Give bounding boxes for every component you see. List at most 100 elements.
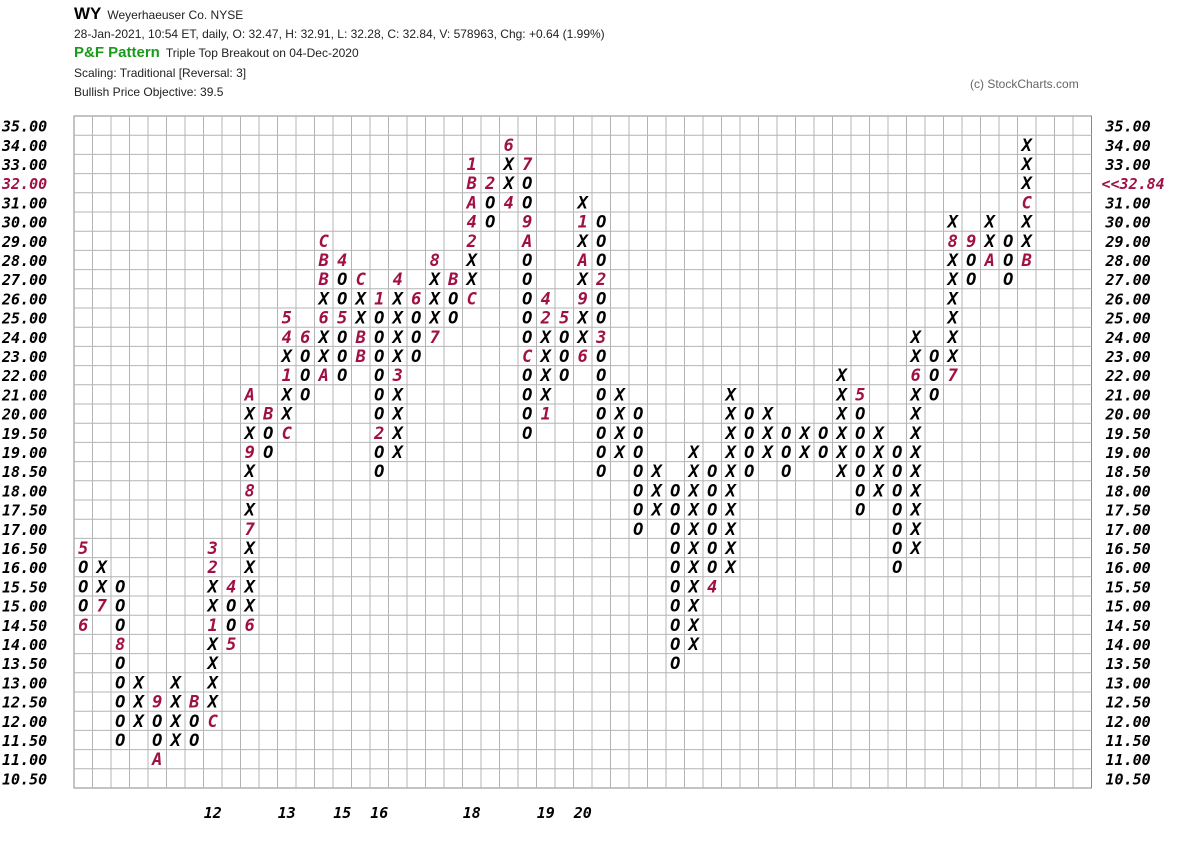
x-year-label: 18 bbox=[463, 804, 481, 822]
pf-mark-o: O bbox=[781, 443, 791, 463]
pf-mark-x: X bbox=[354, 289, 368, 309]
pf-mark-x: X bbox=[872, 424, 886, 444]
pf-month-marker: B bbox=[262, 405, 273, 425]
y-tick-label-right: 35.00 bbox=[1105, 118, 1151, 136]
pf-mark-x: X bbox=[724, 424, 738, 444]
pf-mark-o: O bbox=[670, 558, 680, 578]
pf-mark-o: O bbox=[411, 328, 421, 348]
pf-mark-o: O bbox=[374, 309, 384, 329]
pf-mark-x: X bbox=[724, 501, 738, 521]
pf-mark-x: X bbox=[206, 635, 220, 655]
pf-mark-o: O bbox=[1003, 232, 1013, 252]
pf-month-marker: A bbox=[521, 232, 532, 252]
pf-month-marker: B bbox=[355, 347, 366, 367]
pf-mark-x: X bbox=[576, 328, 590, 348]
x-year-label: 12 bbox=[204, 804, 222, 822]
pf-mark-o: O bbox=[670, 539, 680, 559]
pf-month-marker: 7 bbox=[948, 366, 959, 386]
pf-mark-o: O bbox=[892, 501, 902, 521]
pf-month-marker: 3 bbox=[595, 328, 606, 348]
pattern-text: Triple Top Breakout on 04-Dec-2020 bbox=[165, 46, 359, 60]
pf-mark-x: X bbox=[983, 213, 997, 233]
pf-mark-x: X bbox=[391, 328, 405, 348]
pf-month-marker: 2 bbox=[484, 174, 495, 194]
pf-mark-x: X bbox=[1020, 174, 1034, 194]
y-tick-label-left: 14.50 bbox=[2, 617, 47, 635]
pf-mark-x: X bbox=[872, 481, 886, 501]
pf-mark-o: O bbox=[855, 462, 865, 482]
pf-mark-x: X bbox=[391, 424, 405, 444]
pf-mark-o: O bbox=[411, 347, 421, 367]
y-tick-label-right: 24.00 bbox=[1105, 329, 1151, 347]
y-tick-label-right: 18.50 bbox=[1106, 463, 1151, 481]
pf-month-marker: C bbox=[356, 270, 367, 290]
pf-month-marker: 8 bbox=[245, 481, 255, 501]
pf-mark-x: X bbox=[687, 635, 701, 655]
pf-mark-o: O bbox=[596, 309, 606, 329]
chart-title-line: WY Weyerhaeuser Co. NYSE bbox=[74, 4, 243, 24]
y-tick-label-left: 33.00 bbox=[1, 156, 47, 174]
pf-mark-x: X bbox=[835, 385, 849, 405]
y-tick-label-right: 29.00 bbox=[1105, 233, 1151, 251]
pf-mark-o: O bbox=[522, 385, 532, 405]
x-year-label: 15 bbox=[333, 804, 351, 822]
y-tick-label-right: 12.50 bbox=[1106, 694, 1151, 712]
pf-month-marker: 1 bbox=[374, 289, 384, 309]
pf-mark-x: X bbox=[909, 424, 923, 444]
quote-line: 28-Jan-2021, 10:54 ET, daily, O: 32.47, … bbox=[74, 27, 605, 41]
pf-month-marker: 6 bbox=[578, 347, 588, 367]
y-tick-label-left: 24.00 bbox=[1, 329, 47, 347]
pf-month-marker: 5 bbox=[855, 385, 865, 405]
y-tick-label-right: 16.00 bbox=[1106, 559, 1151, 577]
pf-month-marker: 3 bbox=[392, 366, 403, 386]
pf-mark-o: O bbox=[115, 693, 125, 713]
pf-mark-x: X bbox=[835, 405, 849, 425]
pf-mark-o: O bbox=[115, 616, 125, 636]
y-tick-label-right: 23.00 bbox=[1105, 348, 1151, 366]
y-tick-label-left: 20.00 bbox=[1, 406, 47, 424]
pf-month-marker: 5 bbox=[226, 635, 236, 655]
pf-mark-x: X bbox=[761, 443, 775, 463]
pf-mark-x: X bbox=[539, 328, 553, 348]
pf-mark-o: O bbox=[781, 462, 791, 482]
pf-month-marker: B bbox=[318, 270, 329, 290]
pf-mark-o: O bbox=[707, 558, 717, 578]
pf-mark-x: X bbox=[835, 424, 849, 444]
pf-mark-x: X bbox=[206, 654, 220, 674]
pf-mark-o: O bbox=[263, 443, 273, 463]
y-tick-label-right: 17.00 bbox=[1106, 521, 1151, 539]
pf-month-marker: 4 bbox=[504, 193, 514, 213]
y-tick-label-right: 19.00 bbox=[1106, 444, 1151, 462]
pf-mark-o: O bbox=[559, 347, 569, 367]
pf-mark-o: O bbox=[707, 520, 717, 540]
pf-month-marker: 1 bbox=[541, 405, 551, 425]
pf-mark-o: O bbox=[374, 385, 384, 405]
pf-mark-o: O bbox=[1003, 270, 1013, 290]
pf-mark-x: X bbox=[169, 673, 183, 693]
y-tick-label-right: 20.00 bbox=[1105, 406, 1151, 424]
pf-mark-x: X bbox=[946, 309, 960, 329]
pf-month-marker: 4 bbox=[337, 251, 347, 271]
pf-mark-o: O bbox=[892, 462, 902, 482]
pf-mark-x: X bbox=[835, 443, 849, 463]
pf-mark-x: X bbox=[576, 232, 590, 252]
pf-mark-x: X bbox=[724, 520, 738, 540]
pf-mark-x: X bbox=[539, 347, 553, 367]
pf-mark-o: O bbox=[670, 501, 680, 521]
y-tick-label-right: 31.00 bbox=[1105, 194, 1151, 212]
pf-mark-o: O bbox=[300, 385, 310, 405]
pf-mark-o: O bbox=[115, 673, 125, 693]
pf-mark-o: O bbox=[226, 597, 236, 617]
pf-mark-x: X bbox=[761, 424, 775, 444]
current-price-label: <<32.84 bbox=[1102, 175, 1165, 193]
pf-mark-x: X bbox=[909, 385, 923, 405]
y-tick-label-left: 19.50 bbox=[2, 425, 47, 443]
pf-mark-o: O bbox=[522, 328, 532, 348]
pf-mark-x: X bbox=[243, 577, 257, 597]
pf-mark-o: O bbox=[374, 405, 384, 425]
pf-mark-o: O bbox=[670, 577, 680, 597]
pf-mark-x: X bbox=[909, 328, 923, 348]
pf-mark-x: X bbox=[95, 558, 109, 578]
pf-mark-o: O bbox=[115, 654, 125, 674]
pf-mark-x: X bbox=[909, 520, 923, 540]
